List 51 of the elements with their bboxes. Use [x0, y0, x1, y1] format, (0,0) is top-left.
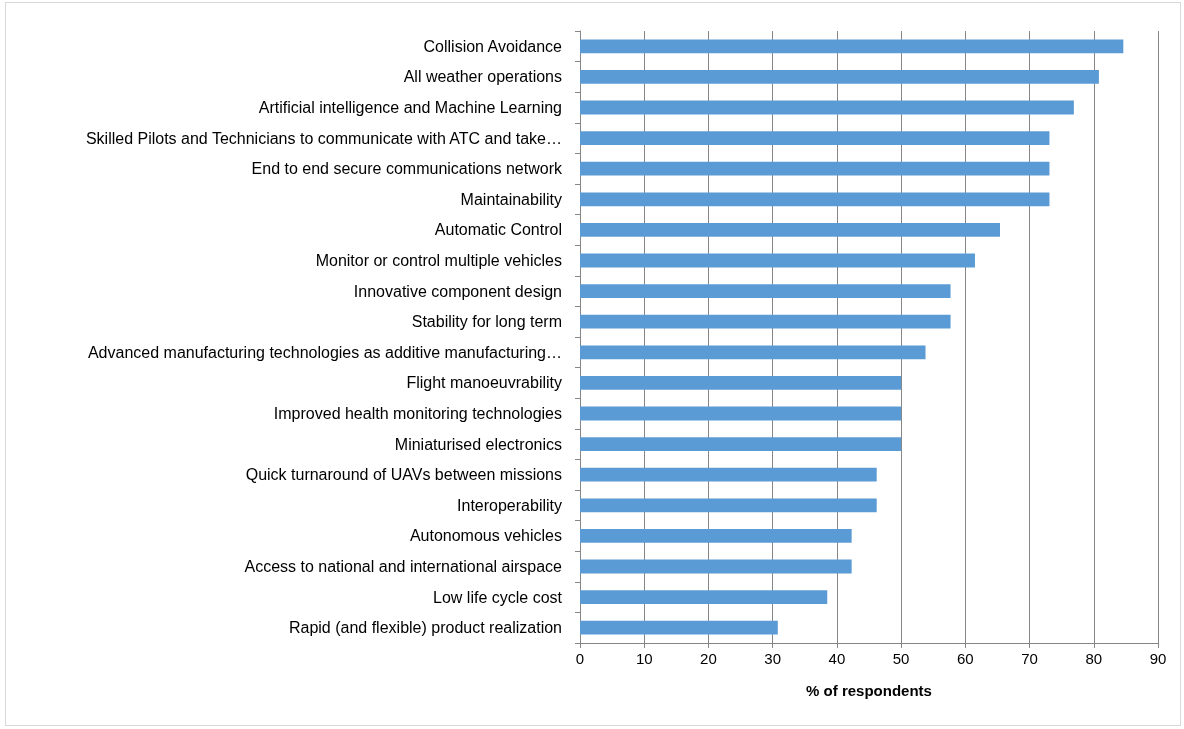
bar: [580, 559, 852, 574]
bar: [580, 70, 1099, 84]
x-tick-label: 20: [700, 650, 717, 667]
y-tick-label: Skilled Pilots and Technicians to communicate with ATC and take…: [85, 129, 562, 147]
bar: [580, 437, 902, 451]
bar: [580, 161, 1050, 176]
bar: [580, 406, 902, 421]
x-tick-label: 80: [1085, 650, 1103, 667]
y-tick-label: Monitor or control multiple vehicles: [315, 252, 562, 269]
y-tick-label: End to end secure communications network: [251, 160, 563, 178]
bar: [580, 529, 852, 543]
x-tick-label: 40: [828, 650, 846, 667]
bar: [580, 345, 926, 360]
x-tick-label: 0: [575, 650, 585, 667]
y-tick-label: Rapid (and flexible) product realization: [288, 619, 562, 637]
bar: [580, 284, 951, 298]
y-tick-label: Artificial intelligence and Machine Learning: [258, 99, 562, 116]
y-tick-label: Automatic Control: [434, 221, 562, 239]
bar: [580, 314, 951, 329]
bar: [580, 620, 778, 635]
x-tick-label: 10: [635, 650, 653, 667]
x-tick-label: 30: [764, 650, 782, 667]
x-tick-label: 90: [1149, 650, 1167, 667]
y-tick-label: Advanced manufacturing technologies as additive manufacturing…: [87, 343, 562, 361]
y-tick-label: Innovative component design: [353, 282, 562, 300]
bar: [580, 590, 828, 604]
y-tick-label: Autonomous vehicles: [409, 527, 562, 545]
y-tick-label: All weather operations: [403, 68, 562, 86]
x-tick-label: 60: [956, 650, 974, 667]
x-tick-label: 50: [892, 650, 910, 667]
bar: [580, 498, 877, 513]
bar: [580, 253, 975, 268]
bar: [580, 100, 1074, 115]
x-tick-label: 70: [1021, 650, 1038, 667]
y-tick-label: Low life cycle cost: [433, 588, 563, 606]
y-tick-label: Stability for long term: [411, 313, 562, 331]
y-tick-label: Access to national and international airspace: [244, 558, 563, 575]
y-tick-label: Improved health monitoring technologies: [273, 405, 562, 422]
y-tick-label: Flight manoeuvrability: [406, 374, 562, 392]
y-tick-label: Maintainability: [460, 190, 562, 208]
bar: [580, 39, 1124, 54]
bar: [580, 192, 1050, 207]
bar: [580, 467, 877, 482]
y-tick-label: Interoperability: [457, 496, 562, 514]
bar: [580, 223, 1001, 237]
x-axis-title: % of respondents: [806, 682, 932, 699]
y-tick-label: Miniaturised electronics: [394, 435, 562, 453]
y-tick-label: Quick turnaround of UAVs between missions: [245, 466, 562, 484]
bar: [580, 131, 1050, 145]
bar: [580, 376, 902, 390]
y-tick-label: Collision Avoidance: [423, 37, 563, 55]
